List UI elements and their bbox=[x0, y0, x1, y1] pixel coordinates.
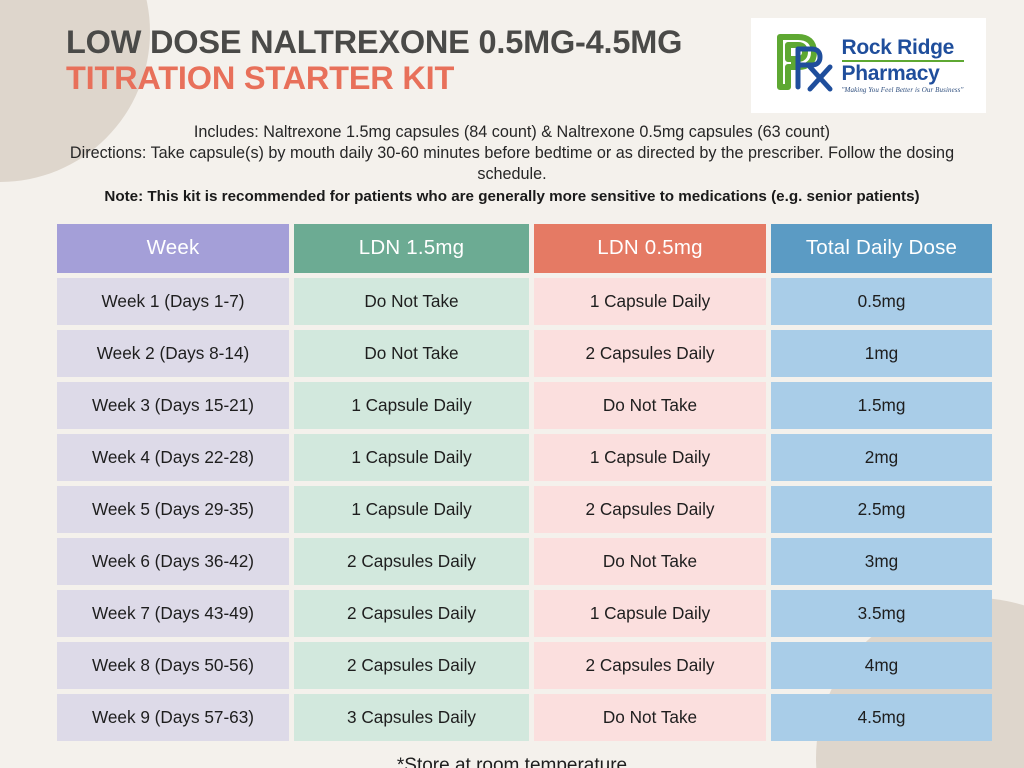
table-row: Week 9 (Days 57-63) 3 Capsules Daily Do … bbox=[57, 693, 992, 741]
table-row: Week 5 (Days 29-35) 1 Capsule Daily 2 Ca… bbox=[57, 485, 992, 533]
page-title-line-1: LOW DOSE NALTREXONE 0.5MG-4.5MG bbox=[66, 24, 683, 60]
table-header-row: Week LDN 1.5mg LDN 0.5mg Total Daily Dos… bbox=[57, 223, 992, 273]
cell-week: Week 2 (Days 8-14) bbox=[57, 329, 289, 377]
dosing-schedule-table-wrapper: Week LDN 1.5mg LDN 0.5mg Total Daily Dos… bbox=[52, 219, 992, 746]
column-header-ldn-0-5mg: LDN 0.5mg bbox=[534, 223, 766, 273]
cell-ldn-1-5mg: 2 Capsules Daily bbox=[294, 641, 529, 689]
cell-total-daily-dose: 2mg bbox=[771, 433, 992, 481]
rx-script-icon bbox=[790, 31, 840, 100]
header: LOW DOSE NALTREXONE 0.5MG-4.5MG TITRATIO… bbox=[24, 14, 1000, 113]
table-row: Week 3 (Days 15-21) 1 Capsule Daily Do N… bbox=[57, 381, 992, 429]
cell-ldn-0-5mg: 2 Capsules Daily bbox=[534, 485, 766, 533]
cell-ldn-1-5mg: 1 Capsule Daily bbox=[294, 381, 529, 429]
cell-week: Week 5 (Days 29-35) bbox=[57, 485, 289, 533]
logo-tagline: "Making You Feel Better is Our Business" bbox=[841, 86, 964, 94]
column-header-ldn-1-5mg: LDN 1.5mg bbox=[294, 223, 529, 273]
column-header-week: Week bbox=[57, 223, 289, 273]
cell-week: Week 8 (Days 50-56) bbox=[57, 641, 289, 689]
table-body: Week 1 (Days 1-7) Do Not Take 1 Capsule … bbox=[57, 277, 992, 741]
cell-ldn-1-5mg: Do Not Take bbox=[294, 329, 529, 377]
includes-text: Includes: Naltrexone 1.5mg capsules (84 … bbox=[193, 123, 831, 141]
cell-total-daily-dose: 3mg bbox=[771, 537, 992, 585]
table-row: Week 2 (Days 8-14) Do Not Take 2 Capsule… bbox=[57, 329, 992, 377]
cell-ldn-1-5mg: 1 Capsule Daily bbox=[294, 433, 529, 481]
cell-ldn-1-5mg: Do Not Take bbox=[294, 277, 529, 325]
cell-ldn-1-5mg: 2 Capsules Daily bbox=[294, 537, 529, 585]
cell-week: Week 1 (Days 1-7) bbox=[57, 277, 289, 325]
cell-total-daily-dose: 0.5mg bbox=[771, 277, 992, 325]
column-header-total-daily-dose: Total Daily Dose bbox=[771, 223, 992, 273]
cell-ldn-1-5mg: 2 Capsules Daily bbox=[294, 589, 529, 637]
cell-week: Week 4 (Days 22-28) bbox=[57, 433, 289, 481]
cell-week: Week 3 (Days 15-21) bbox=[57, 381, 289, 429]
table-row: Week 1 (Days 1-7) Do Not Take 1 Capsule … bbox=[57, 277, 992, 325]
table-row: Week 4 (Days 22-28) 1 Capsule Daily 1 Ca… bbox=[57, 433, 992, 481]
cell-ldn-0-5mg: Do Not Take bbox=[534, 537, 766, 585]
cell-total-daily-dose: 4.5mg bbox=[771, 693, 992, 741]
page-title-line-2: TITRATION STARTER KIT bbox=[66, 60, 455, 97]
storage-note: *Store at room temperature bbox=[396, 754, 628, 768]
cell-ldn-0-5mg: 1 Capsule Daily bbox=[534, 589, 766, 637]
logo-divider-rule bbox=[841, 60, 964, 62]
cell-total-daily-dose: 3.5mg bbox=[771, 589, 992, 637]
cell-week: Week 7 (Days 43-49) bbox=[57, 589, 289, 637]
cell-ldn-0-5mg: 1 Capsule Daily bbox=[534, 433, 766, 481]
cell-week: Week 9 (Days 57-63) bbox=[57, 693, 289, 741]
cell-ldn-0-5mg: Do Not Take bbox=[534, 381, 766, 429]
cell-ldn-0-5mg: 2 Capsules Daily bbox=[534, 641, 766, 689]
directions-text: Directions: Take capsule(s) by mouth dai… bbox=[69, 144, 955, 184]
cell-total-daily-dose: 4mg bbox=[771, 641, 992, 689]
logo-name-line-2: Pharmacy bbox=[841, 62, 940, 85]
cell-ldn-1-5mg: 1 Capsule Daily bbox=[294, 485, 529, 533]
logo-name-line-1: Rock Ridge bbox=[841, 36, 955, 59]
page-title: LOW DOSE NALTREXONE 0.5MG-4.5MG TITRATIO… bbox=[66, 14, 682, 97]
cell-total-daily-dose: 1mg bbox=[771, 329, 992, 377]
sensitivity-note-text: Note: This kit is recommended for patien… bbox=[104, 188, 920, 206]
table-row: Week 6 (Days 36-42) 2 Capsules Daily Do … bbox=[57, 537, 992, 585]
cell-ldn-0-5mg: 2 Capsules Daily bbox=[534, 329, 766, 377]
cell-total-daily-dose: 2.5mg bbox=[771, 485, 992, 533]
table-row: Week 7 (Days 43-49) 2 Capsules Daily 1 C… bbox=[57, 589, 992, 637]
cell-total-daily-dose: 1.5mg bbox=[771, 381, 992, 429]
table-row: Week 8 (Days 50-56) 2 Capsules Daily 2 C… bbox=[57, 641, 992, 689]
cell-ldn-1-5mg: 3 Capsules Daily bbox=[294, 693, 529, 741]
dosing-schedule-table: Week LDN 1.5mg LDN 0.5mg Total Daily Dos… bbox=[52, 219, 997, 746]
cell-ldn-0-5mg: Do Not Take bbox=[534, 693, 766, 741]
pharmacy-logo: Rock Ridge Pharmacy "Making You Feel Bet… bbox=[751, 18, 986, 113]
directions-block: Includes: Naltrexone 1.5mg capsules (84 … bbox=[24, 122, 1000, 208]
cell-week: Week 6 (Days 36-42) bbox=[57, 537, 289, 585]
cell-ldn-0-5mg: 1 Capsule Daily bbox=[534, 277, 766, 325]
